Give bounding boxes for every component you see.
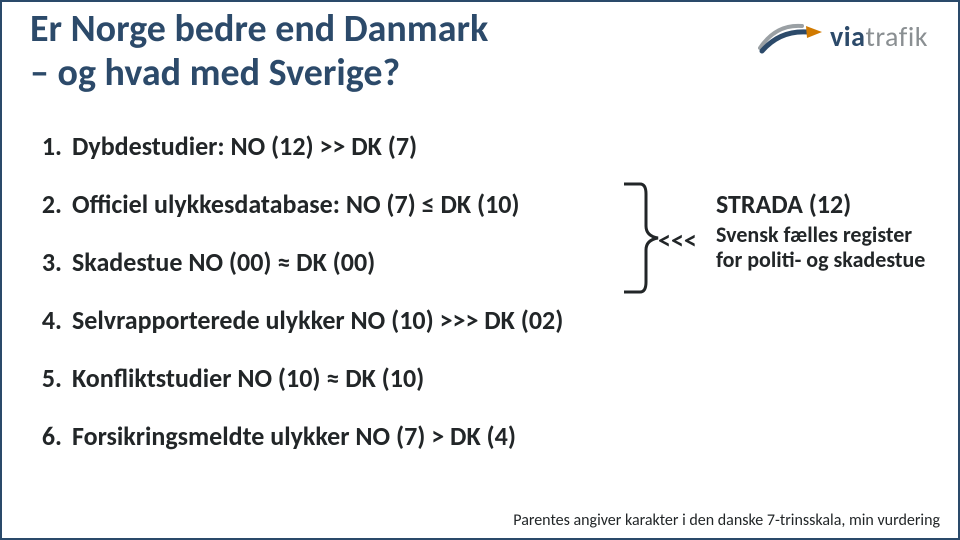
list-text: Konfliktstudier NO (10) ≈ DK (10) (72, 362, 625, 394)
list-item: 4. Selvrapporterede ulykker NO (10) >>> … (30, 304, 625, 336)
list-item: 5. Konfliktstudier NO (10) ≈ DK (10) (30, 362, 625, 394)
list-item: 2. Officiel ulykkesdatabase: NO (7) ≤ DK… (30, 188, 625, 220)
title-line-2: – og hvad med Sverige? (30, 50, 400, 96)
slide: Er Norge bedre end Danmark – og hvad med… (0, 0, 960, 540)
list-number: 1. (30, 130, 62, 162)
list-text: Skadestue NO (00) ≈ DK (00) (72, 246, 625, 278)
list-text: Dybdestudier: NO (12) >> DK (7) (72, 130, 625, 162)
logo-swoosh-icon (758, 18, 824, 54)
logo-via: via (830, 19, 865, 54)
side-title: STRADA (12) (716, 188, 936, 220)
side-annotation: STRADA (12) Svensk fælles register for p… (716, 188, 936, 273)
logo: viatrafik (758, 18, 928, 54)
side-body: Svensk fælles register for politi- og sk… (716, 222, 936, 273)
list-text: Forsikringsmeldte ulykker NO (7) > DK (4… (72, 420, 625, 452)
logo-trafik: trafik (865, 19, 928, 54)
list-number: 6. (30, 420, 62, 452)
slide-title: Er Norge bedre end Danmark – og hvad med… (30, 8, 488, 95)
title-line-1: Er Norge bedre end Danmark (30, 6, 488, 52)
footnote: Parentes angiver karakter i den danske 7… (513, 511, 940, 530)
list-item: 6. Forsikringsmeldte ulykker NO (7) > DK… (30, 420, 625, 452)
list-number: 4. (30, 304, 62, 336)
list-number: 5. (30, 362, 62, 394)
list-text: Selvrapporterede ulykker NO (10) >>> DK … (72, 304, 625, 336)
list-item: 1. Dybdestudier: NO (12) >> DK (7) (30, 130, 625, 162)
arrow-left-icon: <<< (658, 224, 697, 256)
bracket-icon (622, 182, 660, 294)
list-number: 2. (30, 188, 62, 220)
numbered-list: 1. Dybdestudier: NO (12) >> DK (7) 2. Of… (30, 130, 625, 478)
list-text: Officiel ulykkesdatabase: NO (7) ≤ DK (1… (72, 188, 625, 220)
list-item: 3. Skadestue NO (00) ≈ DK (00) (30, 246, 625, 278)
logo-text: viatrafik (830, 19, 928, 54)
list-number: 3. (30, 246, 62, 278)
